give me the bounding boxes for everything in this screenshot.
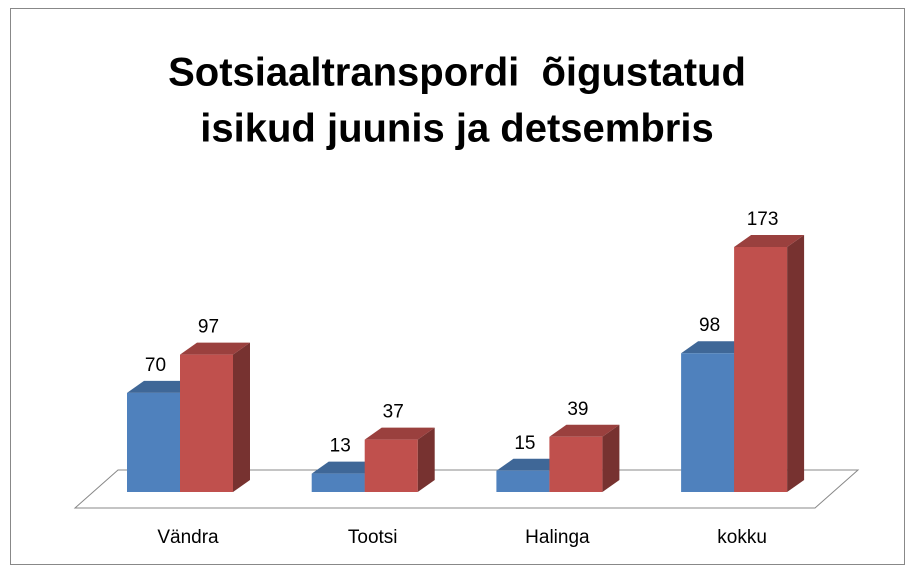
chart-title: isikud juunis ja detsembris (200, 107, 713, 151)
bar-top (681, 341, 752, 354)
bar (364, 427, 435, 492)
bar-top (496, 458, 567, 471)
bar-front (311, 473, 365, 492)
data-label: 15 (514, 433, 535, 454)
x-tick-label: Halinga (525, 527, 590, 548)
data-label: 98 (699, 315, 720, 336)
data-label: 70 (145, 355, 166, 376)
bar-front (496, 470, 550, 492)
bar-top (734, 235, 805, 247)
bar (549, 424, 620, 492)
data-label: 37 (383, 402, 404, 423)
bar-side (233, 342, 250, 492)
bar-top (127, 380, 197, 393)
bar-front (549, 436, 603, 492)
data-label: 13 (330, 436, 351, 457)
bar-top (311, 461, 382, 474)
floor (73, 469, 860, 509)
x-tick-label: Tootsi (348, 527, 398, 548)
bar-side (787, 235, 805, 492)
bar-top (549, 424, 620, 437)
bar-front (364, 439, 418, 492)
x-tick-label: kokku (717, 527, 767, 548)
data-label: 39 (567, 399, 588, 420)
x-tick-label: Vändra (157, 527, 219, 548)
bar (734, 235, 805, 492)
bar-side (602, 424, 620, 492)
chart-title: Sotsiaaltranspordi õigustatud (168, 51, 746, 95)
bar-top (180, 342, 250, 355)
data-label: 97 (198, 317, 219, 338)
data-label: 173 (747, 209, 779, 230)
bar-side (417, 427, 435, 492)
bar-front (734, 247, 788, 492)
bar-top (364, 427, 435, 440)
bar-front (127, 392, 180, 492)
bar-front (180, 354, 233, 492)
bar-front (681, 353, 735, 492)
bar (180, 342, 250, 492)
